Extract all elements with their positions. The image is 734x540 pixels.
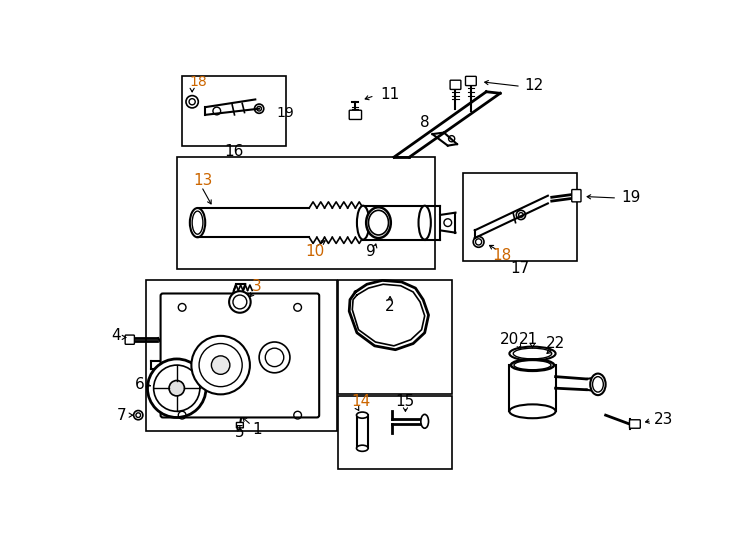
Text: 13: 13 [194, 173, 213, 188]
Text: 1: 1 [252, 422, 261, 436]
Text: 18: 18 [189, 75, 207, 89]
Text: 18: 18 [492, 248, 512, 264]
Circle shape [192, 336, 250, 394]
Ellipse shape [357, 206, 369, 240]
Text: 16: 16 [225, 144, 244, 159]
Bar [338, 396, 452, 469]
Text: 3: 3 [252, 279, 261, 294]
Text: 6: 6 [135, 377, 145, 392]
Ellipse shape [421, 414, 429, 428]
FancyBboxPatch shape [450, 80, 461, 90]
Bar [463, 173, 577, 261]
Ellipse shape [511, 359, 554, 371]
Text: 23: 23 [654, 411, 674, 427]
Ellipse shape [509, 347, 556, 361]
Bar [338, 280, 452, 394]
Text: 9: 9 [366, 245, 376, 259]
FancyBboxPatch shape [126, 335, 134, 345]
Ellipse shape [509, 404, 556, 418]
Ellipse shape [357, 445, 368, 451]
Circle shape [169, 381, 184, 396]
FancyBboxPatch shape [572, 190, 581, 202]
Circle shape [229, 291, 251, 313]
Text: 10: 10 [305, 245, 324, 259]
FancyBboxPatch shape [630, 420, 640, 428]
Text: 11: 11 [380, 86, 399, 102]
Text: 19: 19 [621, 190, 640, 205]
Text: 15: 15 [396, 394, 415, 409]
Text: 2: 2 [385, 299, 395, 314]
Bar [146, 280, 337, 430]
Circle shape [211, 356, 230, 374]
Text: 14: 14 [352, 394, 371, 409]
Ellipse shape [418, 206, 431, 240]
Bar [182, 76, 286, 146]
FancyBboxPatch shape [349, 110, 362, 119]
Ellipse shape [366, 207, 390, 238]
FancyBboxPatch shape [236, 422, 244, 428]
Text: 21: 21 [519, 332, 538, 347]
Circle shape [134, 410, 143, 420]
Text: 7: 7 [116, 408, 126, 423]
Text: 8: 8 [420, 115, 429, 130]
Text: 4: 4 [111, 328, 120, 343]
FancyBboxPatch shape [161, 294, 319, 417]
Circle shape [148, 359, 206, 417]
Text: 19: 19 [276, 105, 294, 119]
Text: 20: 20 [500, 332, 519, 347]
Ellipse shape [590, 374, 606, 395]
Text: 12: 12 [525, 78, 544, 93]
Text: 5: 5 [235, 426, 244, 440]
Text: 17: 17 [511, 261, 530, 276]
Bar [177, 157, 435, 269]
FancyBboxPatch shape [465, 76, 476, 85]
Ellipse shape [357, 412, 368, 418]
Text: 22: 22 [546, 336, 565, 351]
